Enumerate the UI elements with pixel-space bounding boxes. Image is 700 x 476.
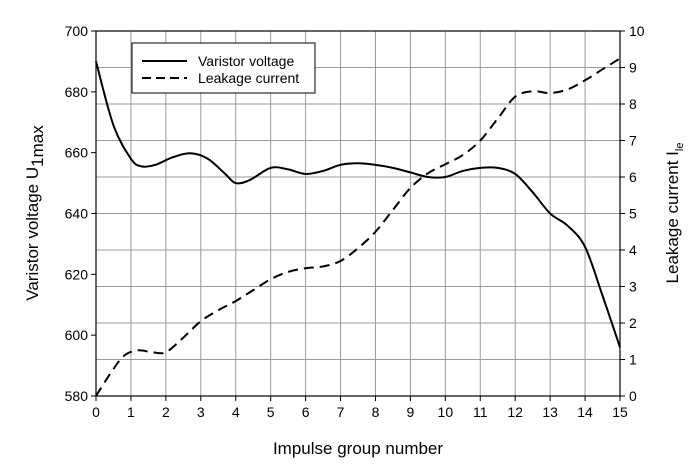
right-y-tick-label: 10 [629, 23, 645, 39]
right-y-tick-label: 1 [629, 352, 637, 368]
x-tick-label: 8 [372, 404, 380, 420]
x-tick-label: 15 [612, 404, 628, 420]
legend-label-series-2: Leakage current [198, 70, 299, 86]
left-y-tick-label: 700 [65, 23, 89, 39]
left-y-tick-label: 620 [65, 266, 89, 282]
x-tick-label: 14 [577, 404, 593, 420]
series-line-varistor-voltage [95, 61, 621, 348]
legend-box [131, 42, 316, 94]
right-y-axis-ticks: 0 1 2 3 4 5 6 7 8 9 10 [620, 23, 645, 404]
left-y-axis-title: Varistor voltage U1max [23, 125, 47, 301]
right-y-tick-label: 0 [629, 388, 637, 404]
right-y-axis-title-sub: le [674, 143, 686, 152]
right-y-tick-label: 4 [629, 242, 637, 258]
right-y-tick-label: 3 [629, 279, 637, 295]
legend: Varistor voltage Leakage current [131, 42, 316, 94]
left-y-tick-label: 660 [65, 145, 89, 161]
x-tick-label: 10 [438, 404, 454, 420]
right-y-tick-label: 7 [629, 133, 637, 149]
x-tick-label: 3 [197, 404, 205, 420]
right-y-tick-label: 5 [629, 206, 637, 222]
x-axis-ticks: 0 1 2 3 4 5 6 7 8 9 10 11 12 13 14 15 [92, 396, 628, 420]
x-tick-label: 11 [473, 404, 488, 420]
x-tick-label: 1 [127, 404, 135, 420]
right-y-tick-label: 2 [629, 315, 637, 331]
left-y-tick-label: 580 [65, 388, 89, 404]
x-tick-label: 4 [232, 404, 240, 420]
left-y-tick-label: 600 [65, 327, 89, 343]
right-y-tick-label: 9 [629, 60, 637, 76]
right-y-axis-title: Leakage current Ile [663, 143, 686, 284]
left-y-axis-title-sub: 1max [28, 125, 47, 167]
x-tick-label: 0 [92, 404, 100, 420]
right-y-axis-title-main: Leakage current I [663, 151, 682, 283]
x-tick-label: 6 [302, 404, 310, 420]
right-y-tick-label: 6 [629, 169, 637, 185]
left-y-axis-ticks: 580 600 620 640 660 680 700 [65, 23, 96, 404]
right-y-tick-label: 8 [629, 96, 637, 112]
series-line-leakage-current [95, 57, 621, 397]
x-tick-label: 2 [162, 404, 170, 420]
left-y-axis-title-main: Varistor voltage U [23, 167, 42, 301]
x-tick-label: 13 [542, 404, 558, 420]
x-tick-label: 7 [337, 404, 345, 420]
x-axis-title: Impulse group number [273, 439, 443, 458]
x-tick-label: 12 [507, 404, 523, 420]
series-lines [95, 57, 621, 397]
legend-label-series-1: Varistor voltage [198, 53, 294, 69]
left-y-tick-label: 640 [65, 206, 89, 222]
left-y-tick-label: 680 [65, 84, 89, 100]
x-tick-label: 9 [407, 404, 415, 420]
x-tick-label: 5 [267, 404, 275, 420]
